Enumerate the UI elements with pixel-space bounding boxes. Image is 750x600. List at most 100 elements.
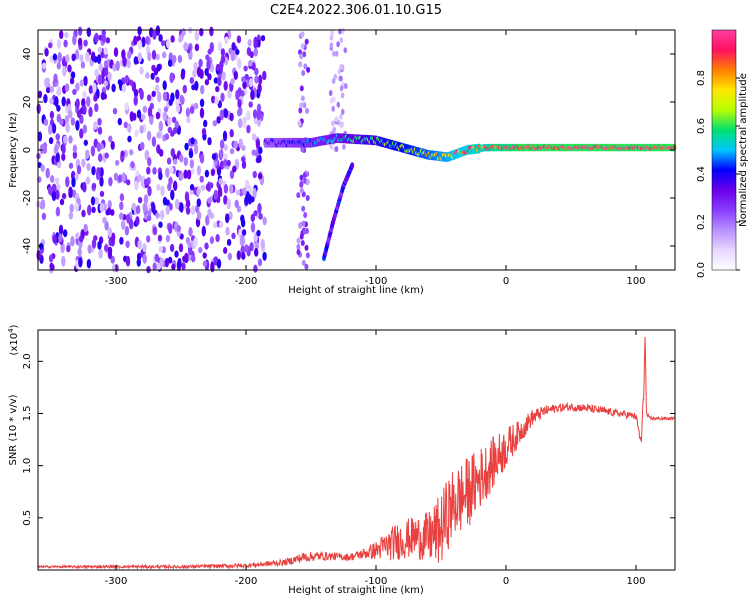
snr-y-multiplier-close: ) — [9, 324, 20, 328]
spectrogram-cell — [241, 252, 246, 260]
spectrogram-cell — [229, 148, 235, 155]
spectrogram-cell — [201, 184, 206, 191]
spectrogram-cell — [102, 216, 107, 224]
spectrogram-cell — [257, 258, 263, 267]
spectrogram-cell — [155, 25, 161, 36]
spectrogram-cell — [124, 102, 129, 111]
spectrogram-cell — [193, 237, 198, 248]
spectrogram-cell — [250, 196, 255, 203]
spectrogram-cell — [139, 89, 144, 101]
spectrogram-cell — [75, 82, 80, 92]
spectrogram-cell — [244, 244, 249, 253]
spectrogram-cell — [130, 161, 135, 169]
spectrogram-cell — [74, 49, 80, 60]
spectrogram-cell — [188, 227, 193, 237]
spectrogram-cell — [165, 205, 170, 216]
spectrogram-cell — [133, 56, 138, 65]
spectrogram-cell — [245, 179, 250, 190]
spectrogram-cell — [219, 139, 225, 150]
spectrogram-cell — [121, 219, 126, 230]
spectrogram-cell — [97, 46, 103, 53]
spectrogram-cell — [37, 131, 43, 142]
spectrogram-cell — [86, 96, 91, 108]
spectrogram-cell — [68, 211, 74, 220]
spectrogram-cell — [161, 40, 166, 47]
spectrogram-cell — [59, 198, 65, 206]
spectrogram-cell — [118, 174, 123, 183]
spectrogram-cell — [251, 149, 256, 156]
spectrogram-cell — [56, 38, 62, 49]
spectrogram-cell — [36, 249, 41, 261]
spectrogram-noise — [36, 25, 348, 274]
spectrogram-cell — [119, 236, 124, 245]
spectrogram-cell — [48, 185, 53, 196]
spectrogram-cell — [181, 28, 186, 36]
spectrogram-cell — [155, 53, 160, 61]
spectrogram-cell — [119, 193, 125, 202]
spectrogram-cell — [49, 262, 54, 270]
spectrogram-cell — [68, 162, 74, 169]
spectrogram-cell — [137, 196, 143, 204]
spectrogram-cell — [185, 199, 191, 209]
spectrogram-cell — [241, 156, 246, 163]
spectrogram-cell — [237, 98, 242, 109]
spectrogram-cell — [176, 104, 181, 113]
spectrogram-cell — [124, 225, 130, 236]
spectrogram-cell — [214, 96, 219, 105]
spectrogram-cell — [122, 56, 127, 67]
spectrogram-cell — [154, 253, 159, 262]
spectrogram-cell — [86, 258, 92, 269]
spectrogram-cell — [235, 89, 240, 101]
spectrogram-cell — [158, 120, 163, 132]
spectrogram-cell — [204, 79, 210, 86]
spectrogram-cell — [160, 185, 165, 197]
spectrogram-cell — [61, 255, 66, 267]
spectrogram-cell — [236, 35, 242, 44]
spectrogram-y-label: Frequency (Hz) — [8, 112, 19, 188]
spectrogram-cell — [141, 113, 146, 121]
spectrogram-cell — [329, 143, 334, 150]
spectrogram-cell — [74, 202, 79, 212]
spectrogram-cell — [77, 26, 83, 36]
spectrogram-cell — [110, 255, 115, 264]
spectrogram-cell — [54, 96, 59, 108]
spectrogram-cell — [136, 109, 142, 119]
spectrogram-cell — [137, 52, 142, 63]
x-tick-label: 100 — [626, 276, 645, 287]
spectrogram-cell — [135, 205, 141, 215]
spectrogram-cell — [75, 232, 80, 240]
spectrogram-cell — [300, 43, 305, 50]
spectrogram-cell — [93, 94, 98, 102]
spectrogram-cell — [137, 26, 142, 36]
spectrogram-cell — [254, 67, 259, 76]
spectrogram-cell — [232, 165, 237, 173]
spectrogram-cell — [253, 264, 258, 273]
spectrogram-cell — [88, 106, 93, 118]
spectrogram-cell — [72, 150, 78, 159]
spectrogram-cell — [254, 149, 260, 158]
spectrogram-cell — [162, 91, 168, 101]
spectrogram-cell — [98, 153, 103, 163]
spectrogram-cell — [181, 262, 186, 270]
colorbar-tick-label: 0.4 — [696, 166, 707, 182]
spectrogram-cell — [188, 150, 194, 159]
spectrogram-cell — [239, 235, 245, 247]
spectrogram-cell — [90, 196, 96, 206]
spectrogram-cell — [71, 53, 76, 62]
spectrogram-cell — [334, 50, 339, 57]
spectrogram-cell — [150, 72, 155, 80]
spectrogram-cell — [329, 42, 334, 49]
spectrogram-cell — [172, 54, 177, 64]
spectrogram-cell — [298, 107, 303, 114]
x-tick-label: -100 — [365, 576, 388, 587]
spectrogram-cell — [97, 240, 102, 250]
spectrogram-cell — [151, 49, 157, 60]
spectrogram-cell — [69, 77, 75, 85]
spectrogram-cell — [178, 243, 184, 253]
spectrogram-cell — [253, 210, 258, 217]
spectrogram-cell — [198, 58, 203, 68]
spectrogram-cell — [61, 144, 66, 154]
spectrogram-cell — [55, 152, 60, 163]
spectrogram-cell — [302, 172, 307, 178]
spectrogram-cell — [254, 75, 259, 84]
